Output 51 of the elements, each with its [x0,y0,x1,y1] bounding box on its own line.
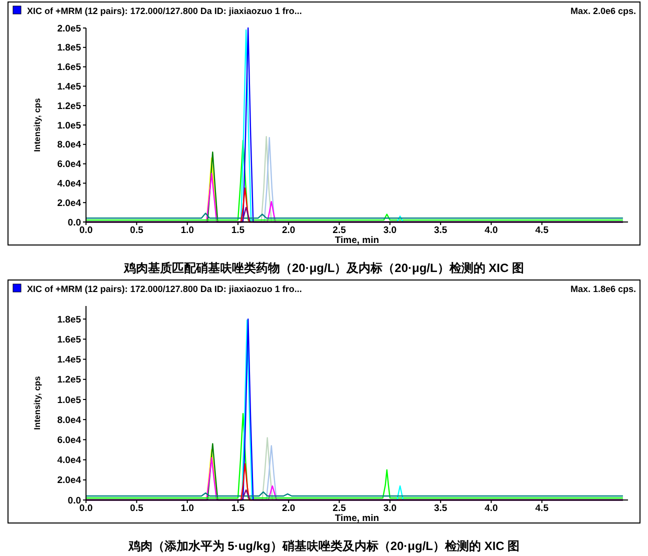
y-tick-label: 2.0e4 [57,198,82,209]
chart-subtitle: XIC of +MRM (12 pairs): 172.000/127.800 Da ID: jiaxiaozuo 1 fro... [27,284,302,294]
x-tick-label: 3.5 [434,225,448,236]
y-tick-label: 1.8e5 [57,314,82,326]
x-tick-label: 0.5 [130,225,144,236]
y-tick-label: 8.0e4 [57,140,82,151]
y-tick-label: 0.0 [68,217,81,228]
text: 鸡肉（添加水平为 5·ug/kg）硝基呋唑类及内标（20·μg/L）检测的 XIC 图 [127,539,520,553]
y-axis-title: Intensity, cps [32,98,42,152]
y-tick-label: 4.0e4 [57,178,82,190]
y-tick-label: 8.0e4 [57,414,82,426]
y-tick-label: 2.0e4 [57,475,82,486]
y-tick-label: 6.0e4 [57,159,82,170]
y-tick-label: 1.0e5 [57,394,82,406]
x-tick-label: 2.5 [332,503,347,514]
x-tick-label: 2.0 [282,225,296,236]
x-tick-label: 4.5 [535,225,550,236]
x-tick-label: 0.0 [79,225,93,236]
text: 鸡肉基质匹配硝基呋唑类药物（20·μg/L）及内标（20·μg/L）检测的 XIC 图 [122,261,524,275]
text: Max. 2.0e6 cps. [570,6,636,16]
x-tick-label: 3.0 [383,503,397,514]
y-tick-label: 1.6e5 [57,62,82,74]
y-tick-label: 1.0e5 [57,120,82,132]
x-tick-label: 2.0 [282,503,296,514]
x-axis-title: Time, min [334,513,380,524]
y-tick-label: 1.2e5 [57,100,82,112]
y-axis-title: Intensity, cps [32,376,42,430]
y-tick-label: 1.6e5 [57,334,82,346]
x-tick-label: 1.5 [231,225,246,236]
x-tick-label: 0.0 [79,503,93,514]
x-tick-label: 0.5 [130,503,144,514]
y-tick-label: 2.0e5 [57,23,82,34]
y-tick-label: 6.0e4 [57,435,82,446]
x-tick-label: 2.5 [332,225,347,236]
x-tick-label: 4.0 [484,225,498,236]
y-tick-label: 1.2e5 [57,374,82,386]
x-tick-label: 3.0 [383,225,397,236]
x-tick-label: 1.0 [180,503,194,514]
text: Max. 1.8e6 cps. [570,284,636,294]
y-tick-label: 1.8e5 [57,42,82,54]
y-tick-label: 4.0e4 [57,455,82,466]
x-tick-label: 3.5 [434,503,448,514]
x-tick-label: 1.0 [180,225,194,236]
x-tick-label: 4.5 [535,503,550,514]
x-axis-title: Time, min [334,235,380,246]
x-tick-label: 4.0 [484,503,498,514]
chart-subtitle: XIC of +MRM (12 pairs): 172.000/127.800 Da ID: jiaxiaozuo 1 fro... [27,6,302,16]
y-tick-label: 1.4e5 [57,354,82,366]
y-tick-label: 0.0 [68,495,81,506]
x-tick-label: 1.5 [231,503,246,514]
y-tick-label: 1.4e5 [57,82,82,93]
